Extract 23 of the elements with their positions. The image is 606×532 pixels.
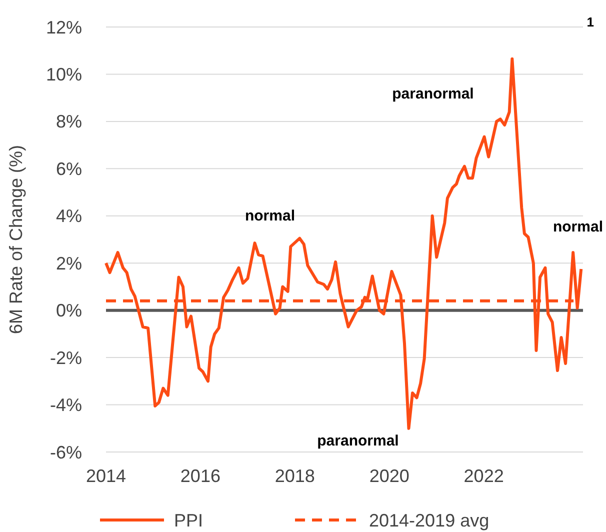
x-tick-label: 2016 (180, 466, 220, 486)
text: 1 (586, 14, 594, 30)
annotation: normal (552, 218, 603, 236)
y-tick-label: 12% (46, 17, 82, 38)
annotation: paranormal (392, 85, 474, 102)
x-tick-label: 2020 (369, 466, 410, 486)
y-tick-label: 10% (46, 64, 82, 85)
x-tick-label: 2018 (274, 466, 315, 486)
y-tick-label: 2% (56, 253, 82, 274)
legend-label: PPI (174, 510, 204, 530)
x-tick-label: 2014 (86, 466, 126, 486)
annotation: normal (244, 207, 296, 224)
y-axis-title: 6M Rate of Change (%) (6, 144, 26, 334)
legend-label: 2014-2019 avg (369, 510, 490, 530)
y-tick-label: -4% (50, 395, 82, 416)
y-tick-label: -2% (50, 348, 82, 368)
x-tick-label: 2022 (464, 466, 504, 486)
y-tick-label: 4% (56, 206, 82, 226)
annotation: paranormal (317, 432, 399, 450)
y-tick-label: 8% (56, 112, 82, 132)
y-tick-label: 0% (56, 300, 82, 321)
y-tick-label: -6% (50, 442, 82, 462)
y-tick-label: 6% (56, 158, 82, 179)
